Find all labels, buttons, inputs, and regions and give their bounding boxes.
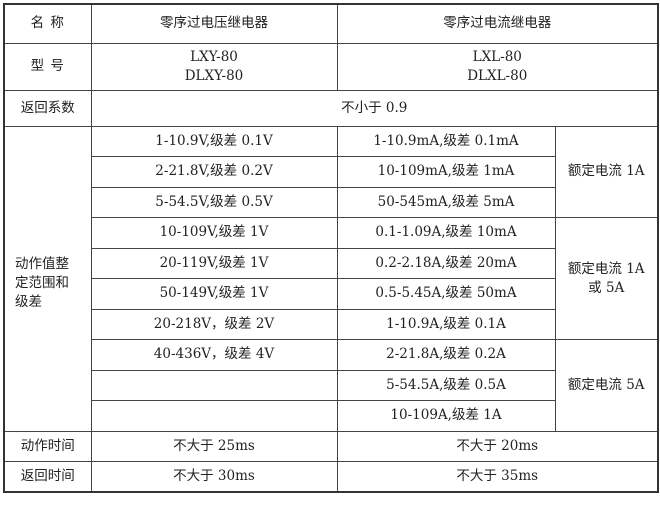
setting-row: 10-109V,级差 1V 0.1-1.09A,级差 10mA 额定电流 1A … bbox=[4, 217, 659, 340]
rated-current-group-3: 额定电流 5A bbox=[554, 339, 659, 432]
name-label: 名 称 bbox=[3, 3, 92, 44]
setting-row: 40-436V，级差 4V 2-21.8A,级差 0.2A 额定电流 5A bbox=[4, 339, 659, 432]
current-setting: 0.2-2.18A,级差 20mA bbox=[336, 247, 556, 279]
voltage-models: LXY-80 DLXY-80 bbox=[90, 42, 338, 91]
current-relay-name: 零序过电流继电器 bbox=[336, 3, 659, 44]
voltage-setting: 10-109V,级差 1V bbox=[90, 217, 338, 249]
operate-time-current: 不大于 20ms bbox=[336, 430, 659, 462]
model-lxl: LXL-80 bbox=[472, 48, 522, 65]
voltage-setting: 1-10.9V,级差 0.1V bbox=[90, 125, 338, 157]
model-row: 型 号 LXY-80 DLXY-80 LXL-80 DLXL-80 bbox=[3, 42, 659, 91]
setting-label: 动作值整定范围和级差 bbox=[3, 125, 92, 432]
voltage-setting: 20-218V，级差 2V bbox=[90, 308, 338, 340]
header-row: 名 称 零序过电压继电器 零序过电流继电器 bbox=[3, 3, 659, 44]
return-time-label: 返回时间 bbox=[3, 460, 92, 493]
return-coefficient-value: 不小于 0.9 bbox=[90, 89, 659, 127]
operate-time-row: 动作时间 不大于 25ms 不大于 20ms bbox=[3, 430, 659, 462]
current-setting: 1-10.9A,级差 0.1A bbox=[336, 308, 556, 340]
current-setting: 2-21.8A,级差 0.2A bbox=[336, 339, 556, 371]
operate-time-label: 动作时间 bbox=[3, 430, 92, 462]
return-coefficient-label: 返回系数 bbox=[3, 89, 92, 127]
return-time-row: 返回时间 不大于 30ms 不大于 35ms bbox=[3, 460, 659, 493]
voltage-setting bbox=[90, 400, 338, 432]
operate-time-voltage: 不大于 25ms bbox=[90, 430, 338, 462]
current-setting: 1-10.9mA,级差 0.1mA bbox=[336, 125, 556, 157]
rated-current-group-1: 额定电流 1A bbox=[554, 125, 659, 218]
relay-spec-table: 名 称 零序过电压继电器 零序过电流继电器 型 号 LXY-80 DLXY-80 … bbox=[3, 3, 659, 493]
voltage-setting: 50-149V,级差 1V bbox=[90, 278, 338, 310]
setting-row: 2-21.8V,级差 0.2V 10-109mA,级差 1mA bbox=[4, 156, 658, 188]
model-dlxl: DLXL-80 bbox=[467, 67, 528, 84]
voltage-relay-name: 零序过电压继电器 bbox=[90, 3, 338, 44]
setting-row: 20-218V，级差 2V 1-10.9A,级差 0.1A bbox=[4, 308, 658, 340]
current-setting: 10-109mA,级差 1mA bbox=[336, 156, 556, 188]
voltage-setting: 5-54.5V,级差 0.5V bbox=[90, 186, 338, 218]
rated-current-group-2: 额定电流 1A 或 5A bbox=[554, 217, 659, 340]
return-time-voltage: 不大于 30ms bbox=[90, 460, 338, 493]
return-coefficient-row: 返回系数 不小于 0.9 bbox=[3, 89, 659, 127]
current-setting: 50-545mA,级差 5mA bbox=[336, 186, 556, 218]
setting-row: 50-149V,级差 1V 0.5-5.45A,级差 50mA bbox=[4, 278, 658, 310]
setting-row: 20-119V,级差 1V 0.2-2.18A,级差 20mA bbox=[4, 247, 658, 279]
return-time-current: 不大于 35ms bbox=[336, 460, 659, 493]
setting-row: 10-109A,级差 1A bbox=[4, 400, 658, 432]
model-label: 型 号 bbox=[3, 42, 92, 91]
current-models: LXL-80 DLXL-80 bbox=[336, 42, 659, 91]
model-lxy: LXY-80 bbox=[190, 48, 238, 65]
current-setting: 0.5-5.45A,级差 50mA bbox=[336, 278, 556, 310]
setting-row: 动作值整定范围和级差 1-10.9V,级差 0.1V 1-10.9mA,级差 0… bbox=[3, 125, 659, 432]
current-setting: 0.1-1.09A,级差 10mA bbox=[336, 217, 556, 249]
voltage-setting: 40-436V，级差 4V bbox=[90, 339, 338, 371]
setting-row: 5-54.5V,级差 0.5V 50-545mA,级差 5mA bbox=[4, 186, 658, 218]
current-setting: 10-109A,级差 1A bbox=[336, 400, 556, 432]
voltage-setting: 20-119V,级差 1V bbox=[90, 247, 338, 279]
model-dlxy: DLXY-80 bbox=[184, 67, 244, 84]
voltage-setting bbox=[90, 369, 338, 401]
current-setting: 5-54.5A,级差 0.5A bbox=[336, 369, 556, 401]
setting-row: 5-54.5A,级差 0.5A bbox=[4, 369, 658, 401]
voltage-setting: 2-21.8V,级差 0.2V bbox=[90, 156, 338, 188]
